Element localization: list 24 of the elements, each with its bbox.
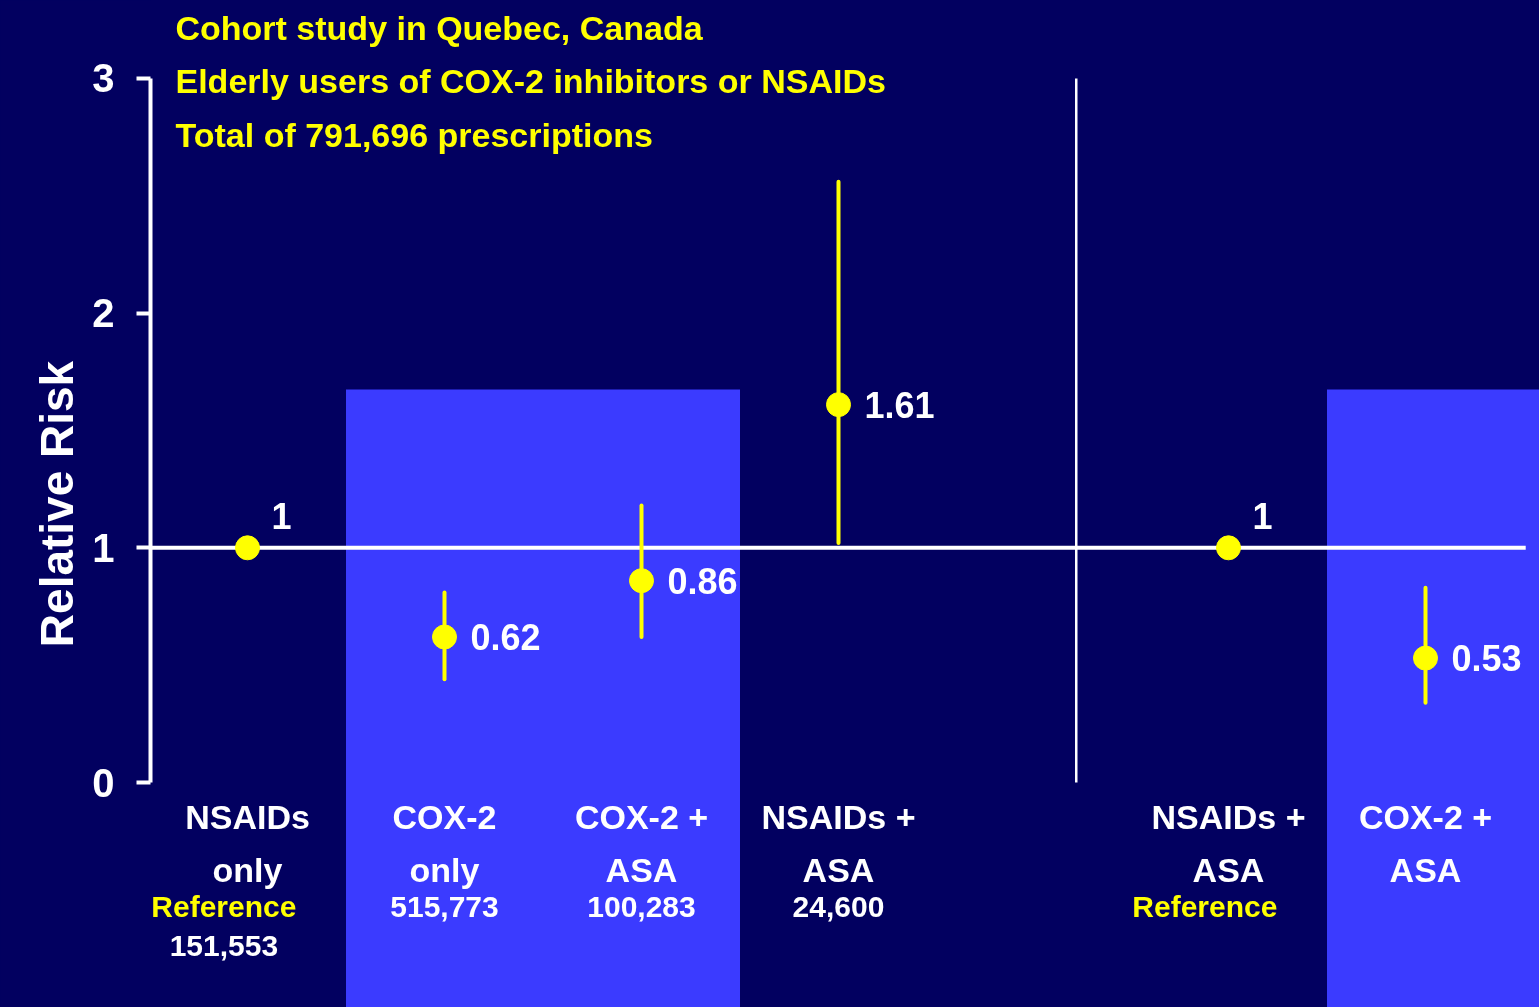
y-tick-label: 2 bbox=[92, 291, 115, 336]
x-tick-label: COX-2 + ASA bbox=[574, 797, 709, 889]
x-tick-label: NSAIDs + ASA bbox=[761, 797, 916, 889]
text: 24,600 bbox=[792, 889, 885, 923]
chart-subtitle: Elderly users of COX-2 inhibitors or NSAIDs bbox=[175, 61, 886, 100]
y-tick-label: 3 bbox=[92, 56, 115, 101]
data-label: 0.62 bbox=[470, 616, 541, 658]
y-tick-label: 1 bbox=[92, 525, 115, 570]
annotation: Total of 791,696 prescriptions bbox=[175, 115, 653, 154]
data-label: 0.53 bbox=[1451, 638, 1522, 680]
chart-title: Cohort study in Quebec, Canada bbox=[175, 8, 704, 47]
data-label: 0.86 bbox=[667, 560, 738, 602]
text: Reference bbox=[1132, 890, 1278, 923]
text: 151,553 bbox=[169, 928, 279, 962]
data-label: 1 bbox=[271, 495, 292, 537]
y-axis-title: Relative Risk bbox=[31, 360, 84, 648]
text: Reference bbox=[151, 890, 297, 923]
data-label: 1 bbox=[1252, 495, 1273, 537]
data-label: 1.61 bbox=[864, 384, 935, 426]
y-tick-label: 0 bbox=[92, 760, 115, 805]
x-tick-label: COX-2 only bbox=[392, 797, 497, 889]
text: 100,283 bbox=[587, 889, 696, 923]
x-tick-label: NSAIDs only bbox=[185, 797, 310, 889]
text: 515,773 bbox=[390, 889, 499, 923]
